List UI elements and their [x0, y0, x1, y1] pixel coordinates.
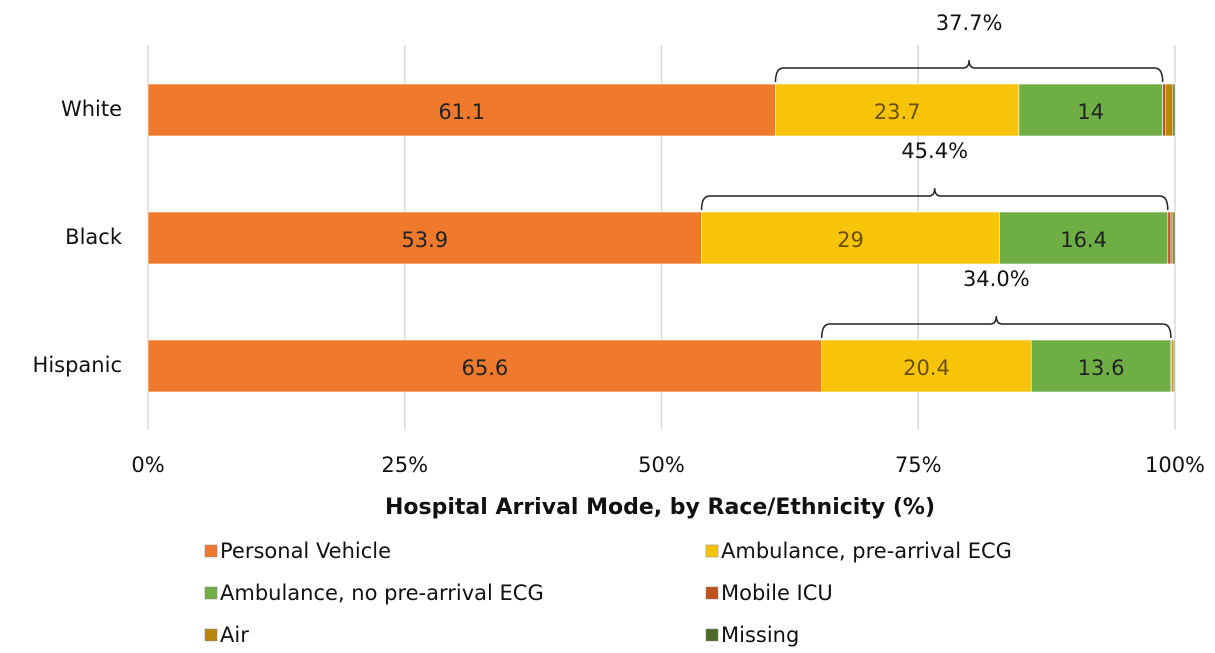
legend-label: Missing [721, 623, 799, 647]
bar-segment [1170, 211, 1174, 265]
data-label: 13.6 [1078, 356, 1125, 380]
data-label: 23.7 [874, 100, 921, 124]
bar-segment [775, 83, 1020, 137]
legend-label: Ambulance, no pre-arrival ECG [220, 581, 544, 605]
legend-label: Ambulance, pre-arrival ECG [721, 539, 1012, 563]
x-tick-label: 75% [895, 453, 942, 477]
data-label: 20.4 [903, 356, 950, 380]
legend-swatch [705, 628, 719, 642]
data-label: 29 [837, 228, 864, 252]
bar-segment [1030, 339, 1172, 393]
bar-segment [1162, 83, 1167, 137]
legend-swatch [705, 586, 719, 600]
bar-segment [1171, 339, 1175, 393]
annotation: 45.4% [901, 139, 968, 163]
x-tick-label: 100% [1145, 453, 1205, 477]
bar-segment [999, 211, 1169, 265]
data-label: 65.6 [461, 356, 508, 380]
bar-segment [1173, 339, 1176, 393]
y-tick-label: Hispanic [33, 353, 122, 377]
x-tick-label: 25% [381, 453, 428, 477]
annotation: 34.0% [963, 267, 1030, 291]
legend-label: Personal Vehicle [220, 539, 391, 563]
bar-segment [701, 211, 1000, 265]
bar-segment [1018, 83, 1163, 137]
legend-swatch [204, 586, 218, 600]
legend-swatch [204, 544, 218, 558]
legend-swatch [705, 544, 719, 558]
data-label: 61.1 [438, 100, 485, 124]
bar-segment [147, 211, 702, 265]
bracket [820, 315, 1172, 339]
bracket [774, 59, 1164, 83]
annotation: 37.7% [936, 11, 1003, 35]
data-label: 16.4 [1060, 228, 1107, 252]
bracket [700, 187, 1169, 211]
x-axis-title: Hospital Arrival Mode, by Race/Ethnicity… [385, 495, 935, 520]
legend-label: Mobile ICU [721, 581, 833, 605]
bar-segment [1172, 211, 1176, 265]
y-tick-label: White [61, 97, 122, 121]
legend-label: Air [220, 623, 249, 647]
legend-swatch [204, 628, 218, 642]
data-label: 53.9 [401, 228, 448, 252]
bar-segment [147, 83, 776, 137]
bar-segment [1165, 83, 1174, 137]
bar-segment [1172, 83, 1176, 137]
y-tick-label: Black [65, 225, 123, 249]
x-tick-label: 50% [638, 453, 685, 477]
bar-segment [1167, 211, 1172, 265]
x-tick-label: 0% [131, 453, 164, 477]
bar-segment [147, 339, 823, 393]
data-label: 14 [1077, 100, 1104, 124]
